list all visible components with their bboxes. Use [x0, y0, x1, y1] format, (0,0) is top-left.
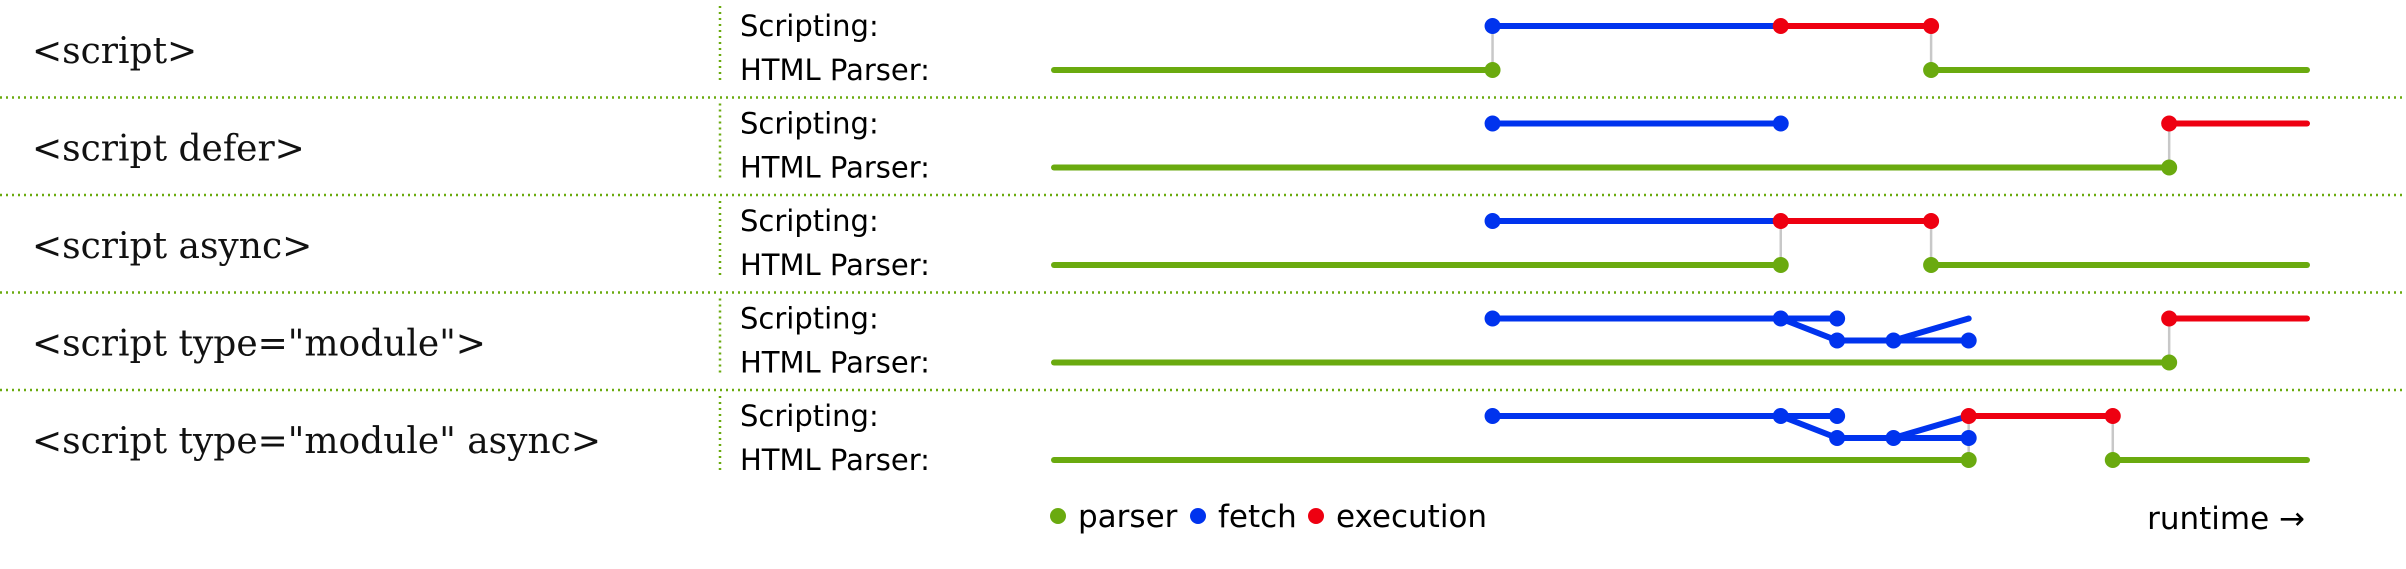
fetch-point	[1829, 310, 1846, 327]
legend-label: fetch	[1218, 499, 1297, 535]
legend-label: parser	[1078, 499, 1178, 535]
scripting-lane-label: Scripting:	[740, 204, 879, 238]
row-dividers	[0, 96, 2406, 392]
timeline-row: <script async> Scripting: HTML Parser:	[32, 204, 2310, 282]
fetch-point	[1829, 430, 1846, 446]
legend: parser fetch execution	[1050, 499, 1487, 535]
fetch-point	[1772, 408, 1789, 424]
row-title: <script type="module" async>	[32, 421, 601, 462]
legend-label: execution	[1336, 499, 1487, 535]
fetch-segment	[1890, 315, 1972, 344]
fetch-point	[1885, 430, 1902, 446]
fetch-point	[1772, 115, 1789, 132]
parser-point	[1960, 452, 1977, 468]
parser-point	[1923, 257, 1940, 273]
scripting-lane-label: Scripting:	[740, 399, 879, 433]
parser-point	[2161, 159, 2178, 176]
timeline-row: <script type="module" async> Scripting: HT…	[32, 399, 2310, 477]
legend-item: parser	[1050, 499, 1178, 535]
runtime-axis-label: runtime →	[2147, 501, 2305, 537]
row-title: <script>	[32, 31, 197, 72]
fetch-point	[1772, 310, 1789, 327]
fetch-point	[1829, 408, 1846, 424]
legend-item: fetch	[1190, 499, 1297, 535]
scripting-lane-label: Scripting:	[740, 9, 879, 43]
fetch-point	[1960, 430, 1977, 446]
fetch-point	[1960, 332, 1977, 349]
fetch-point	[1484, 213, 1501, 229]
execution-point	[1923, 18, 1940, 34]
execution-point	[2104, 408, 2121, 424]
fetch-segment	[1890, 413, 1972, 441]
execution-point	[1960, 408, 1977, 424]
fetch-segment	[1777, 315, 1841, 344]
fetch-point	[1829, 332, 1846, 349]
scripting-lane-label: Scripting:	[740, 302, 879, 336]
execution-point	[2161, 115, 2178, 132]
parser-point	[2104, 452, 2121, 468]
fetch-point	[1484, 310, 1501, 327]
parser-lane-label: HTML Parser:	[740, 443, 930, 477]
parser-lane-label: HTML Parser:	[740, 248, 930, 282]
row-title: <script defer>	[32, 129, 305, 170]
fetch-legend-swatch	[1190, 508, 1206, 524]
parser-lane-label: HTML Parser:	[740, 346, 930, 380]
execution-point	[1772, 213, 1789, 229]
fetch-segment	[1777, 413, 1841, 441]
parser-lane-label: HTML Parser:	[740, 53, 930, 87]
execution-point	[2161, 310, 2178, 327]
parser-point	[1923, 62, 1940, 78]
legend-item: execution	[1308, 499, 1487, 535]
row-title: <script type="module">	[32, 324, 486, 365]
parser-lane-label: HTML Parser:	[740, 151, 930, 185]
parser-legend-swatch	[1050, 508, 1066, 524]
fetch-point	[1484, 18, 1501, 34]
execution-point	[1923, 213, 1940, 229]
scripting-lane-label: Scripting:	[740, 107, 879, 141]
parser-point	[1772, 257, 1789, 273]
row-title: <script async>	[32, 226, 312, 267]
execution-point	[1772, 18, 1789, 34]
timeline-row: <script type="module"> Scripting: HTML Par…	[32, 302, 2310, 380]
fetch-point	[1484, 408, 1501, 424]
execution-legend-swatch	[1308, 508, 1324, 524]
parser-point	[2161, 354, 2178, 371]
timeline-row: <script> Scripting: HTML Parser:	[32, 9, 2310, 87]
timeline-row: <script defer> Scripting: HTML Parser:	[32, 107, 2310, 185]
parser-point	[1484, 62, 1501, 78]
fetch-point	[1885, 332, 1902, 349]
timeline-rows: <script>Scripting:HTML Parser:<script de…	[32, 9, 2310, 477]
fetch-point	[1484, 115, 1501, 132]
